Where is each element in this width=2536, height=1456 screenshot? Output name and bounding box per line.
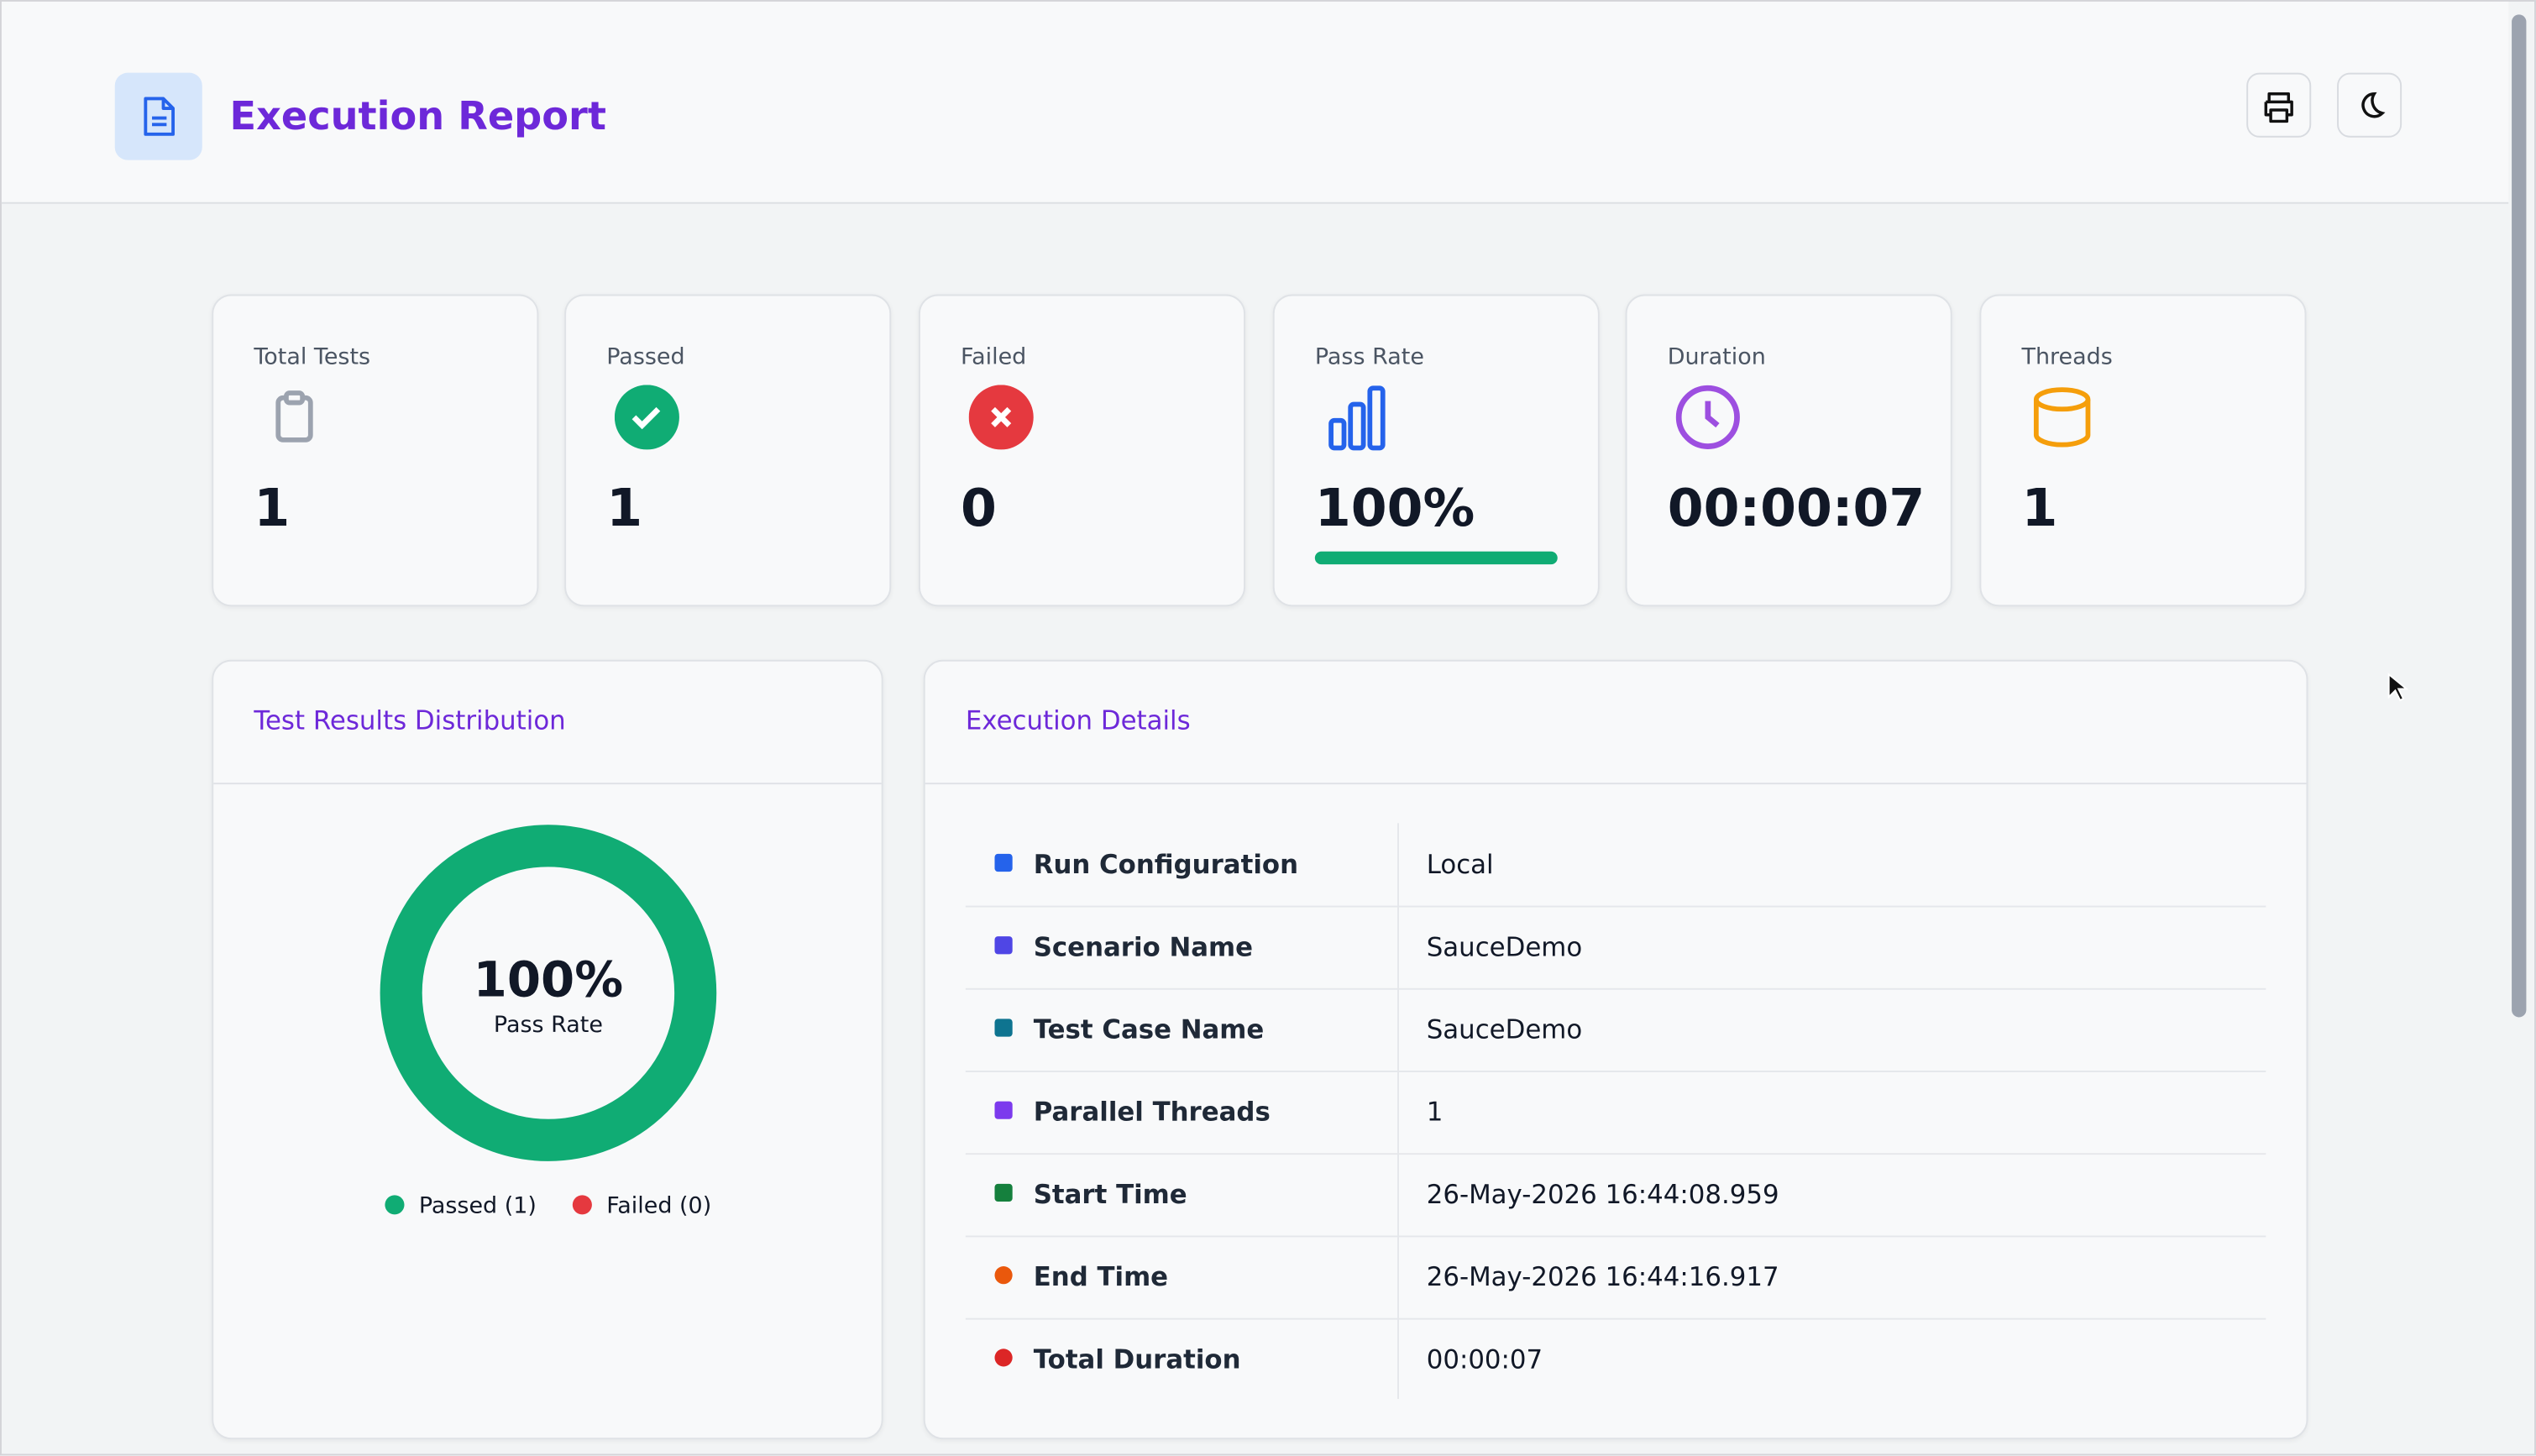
stat-label: Failed	[961, 344, 1027, 371]
stat-icon	[1328, 385, 1386, 451]
row-value: 1	[1426, 1096, 1444, 1128]
stat-value: 1	[606, 477, 643, 539]
stat-card: Passed 1	[564, 294, 892, 607]
stat-icon	[1675, 385, 1740, 449]
logo	[114, 72, 202, 160]
row-icon	[994, 1019, 1013, 1037]
logo-icon	[144, 97, 176, 136]
donut-segment	[380, 825, 717, 1161]
scrollbar[interactable]	[2512, 14, 2527, 1018]
row-value: 26-May-2026 16:44:16.917	[1426, 1261, 1779, 1292]
detail-row: Start Time 26-May-2026 16:44:08.959	[965, 1153, 2266, 1238]
stat-icon	[968, 385, 1034, 450]
row-value: Local	[1426, 849, 1494, 880]
row-icon	[994, 1266, 1013, 1285]
stat-card: Threads 1	[1979, 294, 2307, 607]
legend-swatch	[572, 1195, 592, 1215]
legend-label: Failed (0)	[606, 1193, 711, 1219]
stat-value: 00:00:07	[1667, 477, 1926, 539]
detail-row: Total Duration 00:00:07	[966, 1318, 2266, 1401]
page-title: Execution Report	[229, 93, 606, 139]
stat-label: Passed	[606, 344, 685, 371]
card-title: Test Results Distribution	[254, 704, 566, 736]
stat-value: 100%	[1314, 477, 1475, 539]
row-label: Test Case Name	[1033, 1013, 1265, 1045]
row-label: Run Configuration	[1033, 849, 1299, 880]
row-icon	[994, 936, 1013, 955]
stat-label: Duration	[1667, 344, 1766, 371]
detail-row: Scenario Name SauceDemo	[965, 906, 2266, 990]
details-card: Execution Details Run Configuration Local…	[923, 659, 2308, 1440]
center-value: 100%	[474, 951, 623, 1008]
stat-label: Total Tests	[254, 344, 371, 371]
detail-row: Test Case Name SauceDemo	[965, 988, 2266, 1072]
row-label: Start Time	[1033, 1179, 1187, 1210]
distribution-card: Test Results Distribution 100% Pass Rate…	[212, 659, 883, 1440]
row-value: 00:00:07	[1426, 1343, 1543, 1375]
row-value: SauceDemo	[1426, 931, 1583, 962]
legend-swatch	[385, 1195, 405, 1215]
row-label: End Time	[1033, 1261, 1169, 1292]
detail-row: End Time 26-May-2026 16:44:16.917	[965, 1235, 2266, 1320]
row-label: Parallel Threads	[1033, 1096, 1271, 1128]
header: Execution Report	[1, 1, 2509, 204]
stat-label: Pass Rate	[1314, 344, 1424, 371]
detail-row: Run Configuration Local	[965, 823, 2266, 908]
theme-button[interactable]	[2337, 72, 2402, 138]
card-title: Execution Details	[965, 704, 1191, 736]
stat-value: 0	[961, 477, 997, 539]
stat-label: Threads	[2021, 344, 2113, 371]
moon-icon	[2361, 92, 2386, 118]
stat-value: 1	[254, 477, 291, 539]
stat-icon	[2033, 387, 2091, 448]
print-icon	[2264, 92, 2293, 123]
column-divider	[1397, 823, 1399, 1399]
stat-icon	[275, 390, 313, 443]
row-icon	[994, 1101, 1013, 1119]
row-label: Scenario Name	[1033, 931, 1254, 962]
donut-chart: 100% Pass Rate Passed (1) Failed (0)	[380, 825, 717, 1219]
row-icon	[994, 1183, 1013, 1202]
divider	[213, 783, 882, 785]
legend-label: Passed (1)	[419, 1193, 537, 1219]
row-value: SauceDemo	[1426, 1013, 1583, 1045]
progress-track	[1314, 551, 1558, 565]
stat-card: Total Tests 1	[212, 294, 539, 607]
row-value: 26-May-2026 16:44:08.959	[1426, 1179, 1779, 1210]
row-icon	[994, 853, 1013, 872]
row-label: Total Duration	[1033, 1343, 1241, 1375]
print-button[interactable]	[2246, 72, 2312, 138]
cursor	[2387, 673, 2408, 702]
stat-value: 1	[2021, 477, 2058, 539]
center-label: Pass Rate	[494, 1012, 603, 1038]
divider	[925, 783, 2307, 785]
stat-card: Pass Rate 100%	[1272, 294, 1600, 607]
stat-card: Failed 0	[918, 294, 1246, 607]
progress-bar	[1314, 551, 1558, 565]
stat-card: Duration 00:00:07	[1625, 294, 1952, 607]
row-icon	[994, 1349, 1013, 1367]
stat-icon	[614, 385, 679, 450]
detail-row: Parallel Threads 1	[965, 1071, 2266, 1155]
